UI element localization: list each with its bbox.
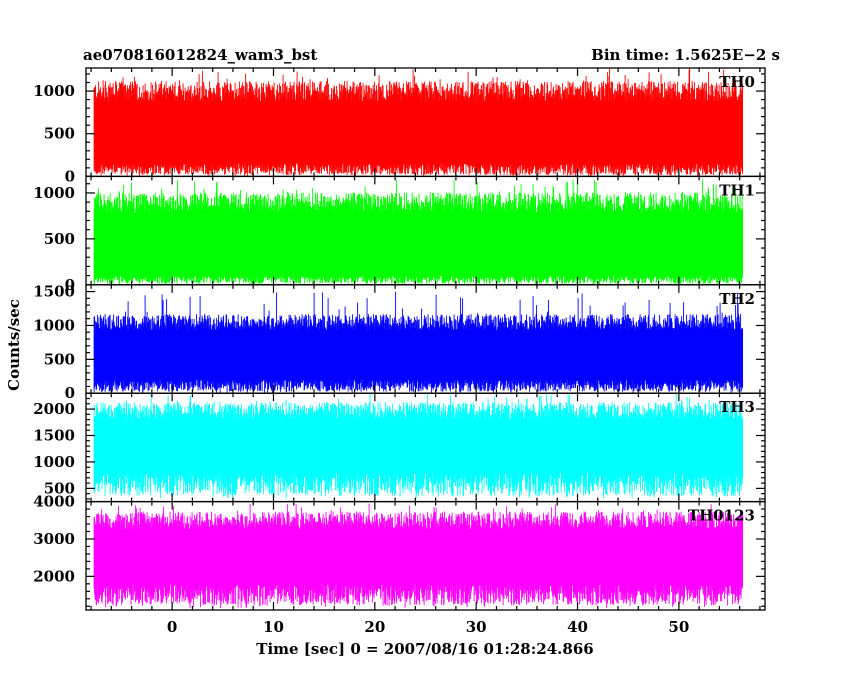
y-tick-label: 500 (44, 350, 75, 368)
series-core-th1 (94, 222, 743, 261)
panel-label: TH2 (719, 290, 755, 308)
panel-frame (85, 500, 766, 611)
y-tick-label: 0 (65, 276, 75, 294)
series-core-th2 (94, 337, 743, 368)
y-axis-label: Counts/sec (5, 299, 23, 391)
y-tick-label: 4000 (33, 493, 75, 511)
bin-time-label: Bin time: 1.5625E−2 s (591, 46, 780, 64)
x-tick-label: 40 (567, 618, 588, 636)
panel-th2: 0 500 1000 1500 TH2 (33, 283, 766, 402)
y-tick-label: 1500 (33, 427, 75, 445)
x-tick-label: 30 (466, 618, 487, 636)
y-tick-label: 1000 (33, 316, 75, 334)
panel-th0123: 2000 3000 4000 TH0123 (33, 493, 766, 611)
panel-label: TH3 (719, 398, 755, 416)
y-tick-label: 1000 (33, 453, 75, 471)
series-core-th3 (94, 427, 743, 460)
x-tick-label: 50 (668, 618, 689, 636)
y-tick-label: 0 (65, 384, 75, 402)
panel-th3: 500 1000 1500 2000 TH3 (33, 392, 766, 503)
y-tick-label: 3000 (33, 530, 75, 548)
x-tick-label: 0 (167, 618, 177, 636)
panel-th1: 0 500 1000 TH1 (33, 175, 766, 294)
series-core-th0 (94, 110, 743, 149)
x-axis-label: Time [sec] 0 = 2007/08/16 01:28:24.866 (256, 640, 593, 658)
y-tick-label: 2000 (33, 400, 75, 418)
x-tick-label: 10 (263, 618, 284, 636)
y-tick-label: 500 (44, 230, 75, 248)
y-tick-label: 2000 (33, 567, 75, 585)
x-tick-label: 20 (364, 618, 385, 636)
y-tick-label: 500 (44, 479, 75, 497)
y-tick-label: 1000 (33, 184, 75, 202)
chart-title: ae070816012824_wam3_bst (83, 46, 317, 64)
y-tick-label: 0 (65, 167, 75, 185)
y-tick-label: 1000 (33, 82, 75, 100)
panel-label: TH0123 (688, 507, 755, 525)
y-tick-label: 1500 (33, 283, 75, 301)
panel-label: TH0 (719, 73, 755, 91)
panel-th0: 0 500 1000 TH0 (33, 67, 766, 185)
y-tick-label: 500 (44, 125, 75, 143)
panel-label: TH1 (719, 181, 755, 199)
series-core-th0123 (94, 537, 743, 571)
